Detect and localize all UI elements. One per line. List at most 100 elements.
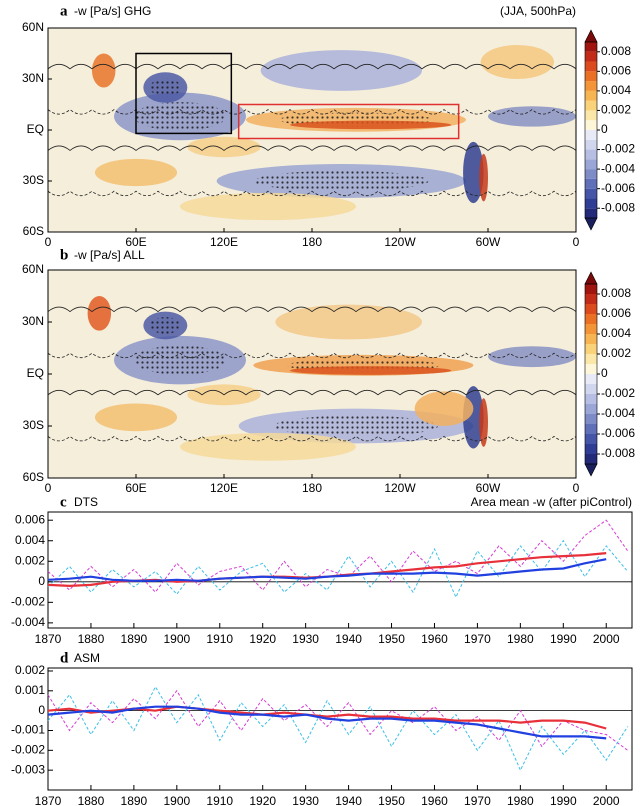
x-tick-label: 0: [573, 481, 580, 495]
field-anomaly: [87, 296, 112, 331]
x-tick-label: 180: [302, 235, 322, 249]
contour-line: [48, 63, 576, 70]
colorbar-tick-label: 0.008: [601, 286, 631, 300]
y-tick-label: -0.001: [11, 723, 45, 737]
y-tick-label: 0.002: [15, 553, 45, 567]
x-tick-label: 0: [45, 235, 52, 249]
colorbar-tick-label: -0.008: [601, 200, 635, 214]
y-tick-label: 60N: [22, 262, 44, 276]
colorbar-tick-label: -0.006: [601, 181, 635, 195]
x-tick-label: 1930: [292, 632, 319, 646]
colorbar-band: [585, 294, 597, 304]
field-anomaly: [290, 120, 452, 130]
colorbar-band: [585, 364, 597, 374]
significance-stipple: [133, 102, 227, 131]
x-tick-label: 1880: [78, 632, 105, 646]
colorbar-tick-label: 0.002: [601, 346, 631, 360]
x-tick-label: 1880: [78, 794, 105, 806]
y-tick-label: 0.002: [15, 663, 45, 677]
colorbar-band: [585, 334, 597, 344]
y-tick-label: EQ: [27, 366, 44, 380]
colorbar-band: [585, 354, 597, 364]
y-tick-label: 0: [38, 574, 45, 588]
contour-line: [48, 352, 576, 359]
field-anomaly: [275, 304, 422, 340]
x-tick-label: 60E: [125, 481, 146, 495]
y-tick-label: -0.002: [11, 742, 45, 756]
colorbar-band: [585, 374, 597, 384]
x-tick-label: 1990: [550, 632, 577, 646]
colorbar-tick-label: 0.008: [601, 44, 631, 58]
x-tick-label: 120E: [210, 481, 238, 495]
y-tick-label: -0.003: [11, 762, 45, 776]
colorbar-tick-label: 0: [601, 366, 608, 380]
y-tick-label: 30N: [22, 71, 44, 85]
colorbar-band: [585, 61, 597, 72]
colorbar-band: [585, 42, 597, 52]
colorbar-band: [585, 284, 597, 294]
colorbar-band: [585, 188, 597, 199]
x-tick-label: 1980: [507, 632, 534, 646]
panel-subtitle: Area mean -w (after piControl): [471, 495, 632, 509]
x-tick-label: 120W: [384, 235, 416, 249]
colorbar-tick-label: 0.006: [601, 64, 631, 78]
colorbar-tick-label: 0.002: [601, 103, 631, 117]
x-tick-label: 1920: [249, 632, 276, 646]
y-tick-label: 0.001: [15, 683, 45, 697]
x-tick-label: 1870: [35, 632, 62, 646]
significance-stipple: [254, 170, 429, 192]
y-tick-label: 60S: [23, 224, 44, 238]
colorbar-band: [585, 404, 597, 414]
colorbar-band: [585, 314, 597, 324]
x-tick-label: 1960: [421, 794, 448, 806]
field-anomaly: [187, 136, 261, 158]
colorbar-band: [585, 90, 597, 101]
colorbar-tick-label: -0.008: [601, 446, 635, 460]
contour-line: [48, 145, 576, 151]
x-tick-label: 1920: [249, 794, 276, 806]
y-tick-label: 60N: [22, 20, 44, 34]
series-line: [47, 705, 607, 740]
field-anomaly: [479, 153, 488, 202]
x-tick-label: 1900: [163, 794, 190, 806]
colorbar-tick-label: -0.006: [601, 426, 635, 440]
field-anomaly: [488, 346, 576, 368]
field-anomaly: [290, 366, 452, 375]
x-tick-label: 1910: [206, 794, 233, 806]
colorbar-band: [585, 394, 597, 404]
colorbar-triangle: [584, 217, 598, 231]
field-anomaly: [480, 45, 554, 79]
y-tick-label: 60S: [23, 470, 44, 484]
colorbar-triangle: [584, 463, 598, 477]
plot-frame: [47, 667, 633, 791]
x-tick-label: 60E: [125, 235, 146, 249]
field-anomaly: [463, 141, 484, 204]
series-line: [47, 705, 607, 730]
y-tick-label: 30N: [22, 314, 44, 328]
colorbar-band: [585, 139, 597, 150]
x-tick-label: 60W: [476, 235, 501, 249]
series-line: [47, 685, 629, 772]
colorbar-band: [585, 344, 597, 354]
panel-title: -w [Pa/s] ALL: [74, 248, 145, 262]
x-tick-label: 1940: [335, 794, 362, 806]
x-tick-label: 60W: [476, 481, 501, 495]
region-box: [135, 52, 233, 135]
colorbar-band: [585, 198, 597, 209]
x-tick-label: 1870: [35, 794, 62, 806]
region-box: [237, 103, 460, 140]
field-anomaly: [92, 53, 116, 88]
colorbar-triangle: [584, 29, 598, 43]
y-tick-label: 0.004: [15, 533, 45, 547]
x-tick-label: 1910: [206, 632, 233, 646]
x-tick-label: 120W: [384, 481, 416, 495]
colorbar-band: [585, 120, 597, 130]
x-tick-label: 1970: [464, 632, 491, 646]
x-tick-label: 0: [573, 235, 580, 249]
colorbar-band: [585, 100, 597, 111]
colorbar-band: [585, 424, 597, 434]
y-tick-label: 30S: [23, 418, 44, 432]
x-tick-label: 2000: [593, 794, 620, 806]
